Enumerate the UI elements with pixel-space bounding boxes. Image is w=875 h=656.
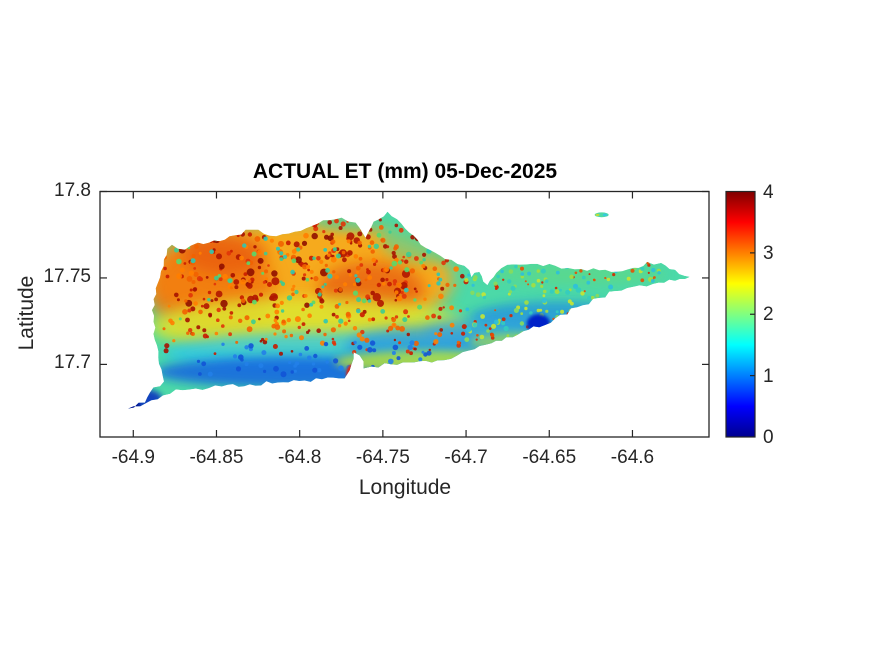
south-blue-speckles (196, 340, 439, 378)
colorbar-tick-label: 0 (763, 427, 774, 448)
x-tick-label: -64.8 (278, 447, 322, 468)
colorbar-tick-label: 2 (763, 304, 774, 326)
south-shore-yellowgreen-e (469, 333, 570, 351)
buck-island (594, 212, 609, 218)
x-tick-label: -64.75 (355, 447, 410, 468)
southwest-tip-navy (128, 399, 140, 409)
chart-title: ACTUAL ET (mm) 05-Dec-2025 (252, 160, 558, 183)
x-tick-label: -64.9 (111, 447, 155, 468)
colorbar-tick-label: 4 (763, 181, 774, 203)
y-tick-label: 17.75 (43, 265, 91, 287)
inlet-red-streak (346, 364, 358, 386)
southwest-spit-blue (128, 388, 163, 409)
axes-box (99, 190, 710, 438)
x-tick-label: -64.65 (522, 447, 577, 468)
west-red-speckles (161, 218, 469, 356)
y-tick-label: 17.8 (54, 179, 91, 201)
x-axis-label: Longitude (358, 476, 452, 499)
salt-river-green-patch (316, 213, 383, 232)
dark-blue-blob (526, 314, 551, 334)
x-tick-label: -64.85 (189, 447, 244, 468)
x-tick-label: -64.7 (444, 447, 488, 468)
x-tick-label: -64.6 (610, 447, 655, 468)
colorbar-tick-label: 1 (763, 365, 774, 387)
y-tick-label: 17.7 (54, 352, 91, 374)
colorbar-tick-label: 3 (763, 242, 774, 264)
island-raster (128, 211, 690, 409)
